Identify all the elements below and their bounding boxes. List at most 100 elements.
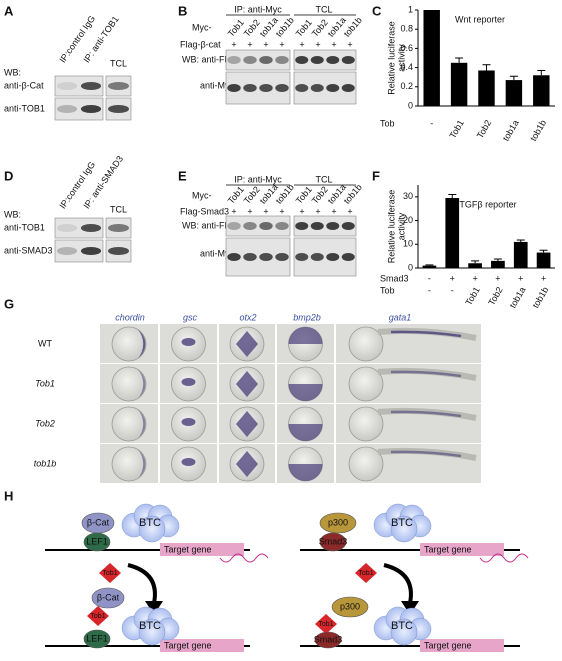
row-label: anti-TOB1 bbox=[4, 103, 45, 113]
y-tick-label: 30 bbox=[403, 191, 413, 201]
condition-label: - bbox=[428, 273, 431, 283]
chart-title: TGFβ reporter bbox=[459, 199, 516, 209]
bar bbox=[513, 241, 528, 268]
blot-band bbox=[341, 84, 355, 92]
lane-label: Tob1 bbox=[294, 17, 314, 38]
btc-cloud bbox=[138, 618, 166, 646]
stain bbox=[236, 411, 258, 437]
smad3-label: Smad3 bbox=[319, 536, 348, 546]
bar bbox=[533, 75, 550, 106]
bar bbox=[423, 10, 440, 106]
blot-band bbox=[56, 224, 78, 232]
lane-label: Tob2 bbox=[242, 184, 262, 205]
panel-label: D bbox=[4, 168, 13, 183]
blot-band bbox=[295, 222, 309, 230]
blot-band bbox=[227, 84, 241, 92]
plus-sign: + bbox=[315, 206, 320, 216]
stain bbox=[181, 338, 196, 346]
stain bbox=[288, 327, 323, 344]
btc-label: BTC bbox=[391, 620, 413, 632]
blot-band bbox=[80, 82, 102, 90]
wb-label: WB: bbox=[4, 209, 21, 219]
blot bbox=[54, 97, 104, 121]
y-tick-label: 0.4 bbox=[400, 62, 413, 72]
lef1-label: LEF1 bbox=[86, 633, 108, 643]
row-label: Tob bbox=[380, 118, 395, 128]
stain bbox=[390, 450, 462, 458]
y-axis-label: Relative luciferase bbox=[386, 21, 396, 95]
tob1-diamond bbox=[87, 606, 109, 626]
gene-label: gata1 bbox=[389, 312, 412, 322]
plus-sign: + bbox=[299, 206, 304, 216]
blot-band bbox=[108, 224, 129, 232]
embryo bbox=[348, 406, 384, 442]
blot-band bbox=[56, 247, 78, 255]
stain bbox=[181, 418, 196, 426]
btc-label: BTC bbox=[139, 517, 161, 529]
lane-label: TCL bbox=[110, 204, 127, 214]
lef1 bbox=[83, 629, 111, 649]
lane-label: tob1b bbox=[342, 182, 364, 206]
blot-band bbox=[341, 253, 355, 261]
group-label: IP: anti-Myc bbox=[234, 174, 282, 184]
construct-label: Myc- bbox=[192, 190, 212, 200]
target-gene bbox=[420, 639, 504, 652]
stain bbox=[390, 410, 462, 418]
stain bbox=[138, 410, 146, 438]
target-gene-label: Target gene bbox=[424, 640, 472, 650]
plus-sign: + bbox=[231, 206, 236, 216]
y-tick-label: 0.8 bbox=[400, 24, 413, 34]
smad3 bbox=[319, 532, 347, 552]
lane-label: Tob1 bbox=[226, 184, 246, 205]
blot-band bbox=[80, 247, 102, 255]
blot-band bbox=[326, 56, 340, 64]
blot-band bbox=[259, 56, 273, 64]
row-label: anti-β-Cat bbox=[4, 80, 44, 90]
blot-band bbox=[326, 84, 340, 92]
btc-label: BTC bbox=[391, 517, 413, 529]
condition-label: - bbox=[451, 285, 454, 295]
plus-sign: + bbox=[347, 39, 352, 49]
panel-label: C bbox=[372, 3, 382, 18]
condition-label: + bbox=[495, 273, 500, 283]
y-axis-label: Relative luciferase bbox=[386, 190, 396, 264]
blot-band bbox=[310, 222, 324, 230]
tob1-label: Tob1 bbox=[318, 621, 333, 628]
gene-label: otx2 bbox=[239, 312, 256, 322]
y-axis-label: activity bbox=[396, 44, 406, 72]
blot bbox=[293, 49, 357, 71]
blot-band bbox=[108, 247, 129, 255]
blot-band bbox=[227, 222, 241, 230]
group-label: TCL bbox=[315, 174, 332, 184]
smad3 bbox=[314, 631, 342, 649]
embryo bbox=[111, 326, 147, 362]
stain bbox=[288, 424, 323, 441]
bar bbox=[505, 80, 523, 106]
blot bbox=[54, 217, 104, 239]
panel-label: E bbox=[178, 168, 187, 183]
row-label: Smad3 bbox=[380, 273, 409, 283]
plus-sign: + bbox=[279, 206, 284, 216]
row-label: anti-SMAD3 bbox=[4, 245, 53, 255]
blot-band bbox=[108, 105, 129, 113]
condition-label: - bbox=[430, 118, 433, 128]
blot bbox=[225, 49, 291, 71]
condition-label: + bbox=[541, 273, 546, 283]
bar bbox=[422, 265, 437, 268]
bar bbox=[478, 70, 495, 106]
stain bbox=[288, 464, 323, 481]
blot-band bbox=[259, 84, 273, 92]
blot-band bbox=[227, 253, 241, 261]
smad3-label: Smad3 bbox=[314, 634, 343, 644]
p300 bbox=[331, 596, 369, 618]
p300 bbox=[319, 512, 357, 534]
blot-band bbox=[295, 253, 309, 261]
tob1-diamond bbox=[355, 563, 377, 583]
target-gene bbox=[160, 543, 244, 556]
row-label: WB: anti-Flag bbox=[182, 54, 237, 64]
arrow bbox=[127, 563, 157, 604]
arrow-head bbox=[145, 601, 163, 615]
plus-sign: + bbox=[263, 39, 268, 49]
